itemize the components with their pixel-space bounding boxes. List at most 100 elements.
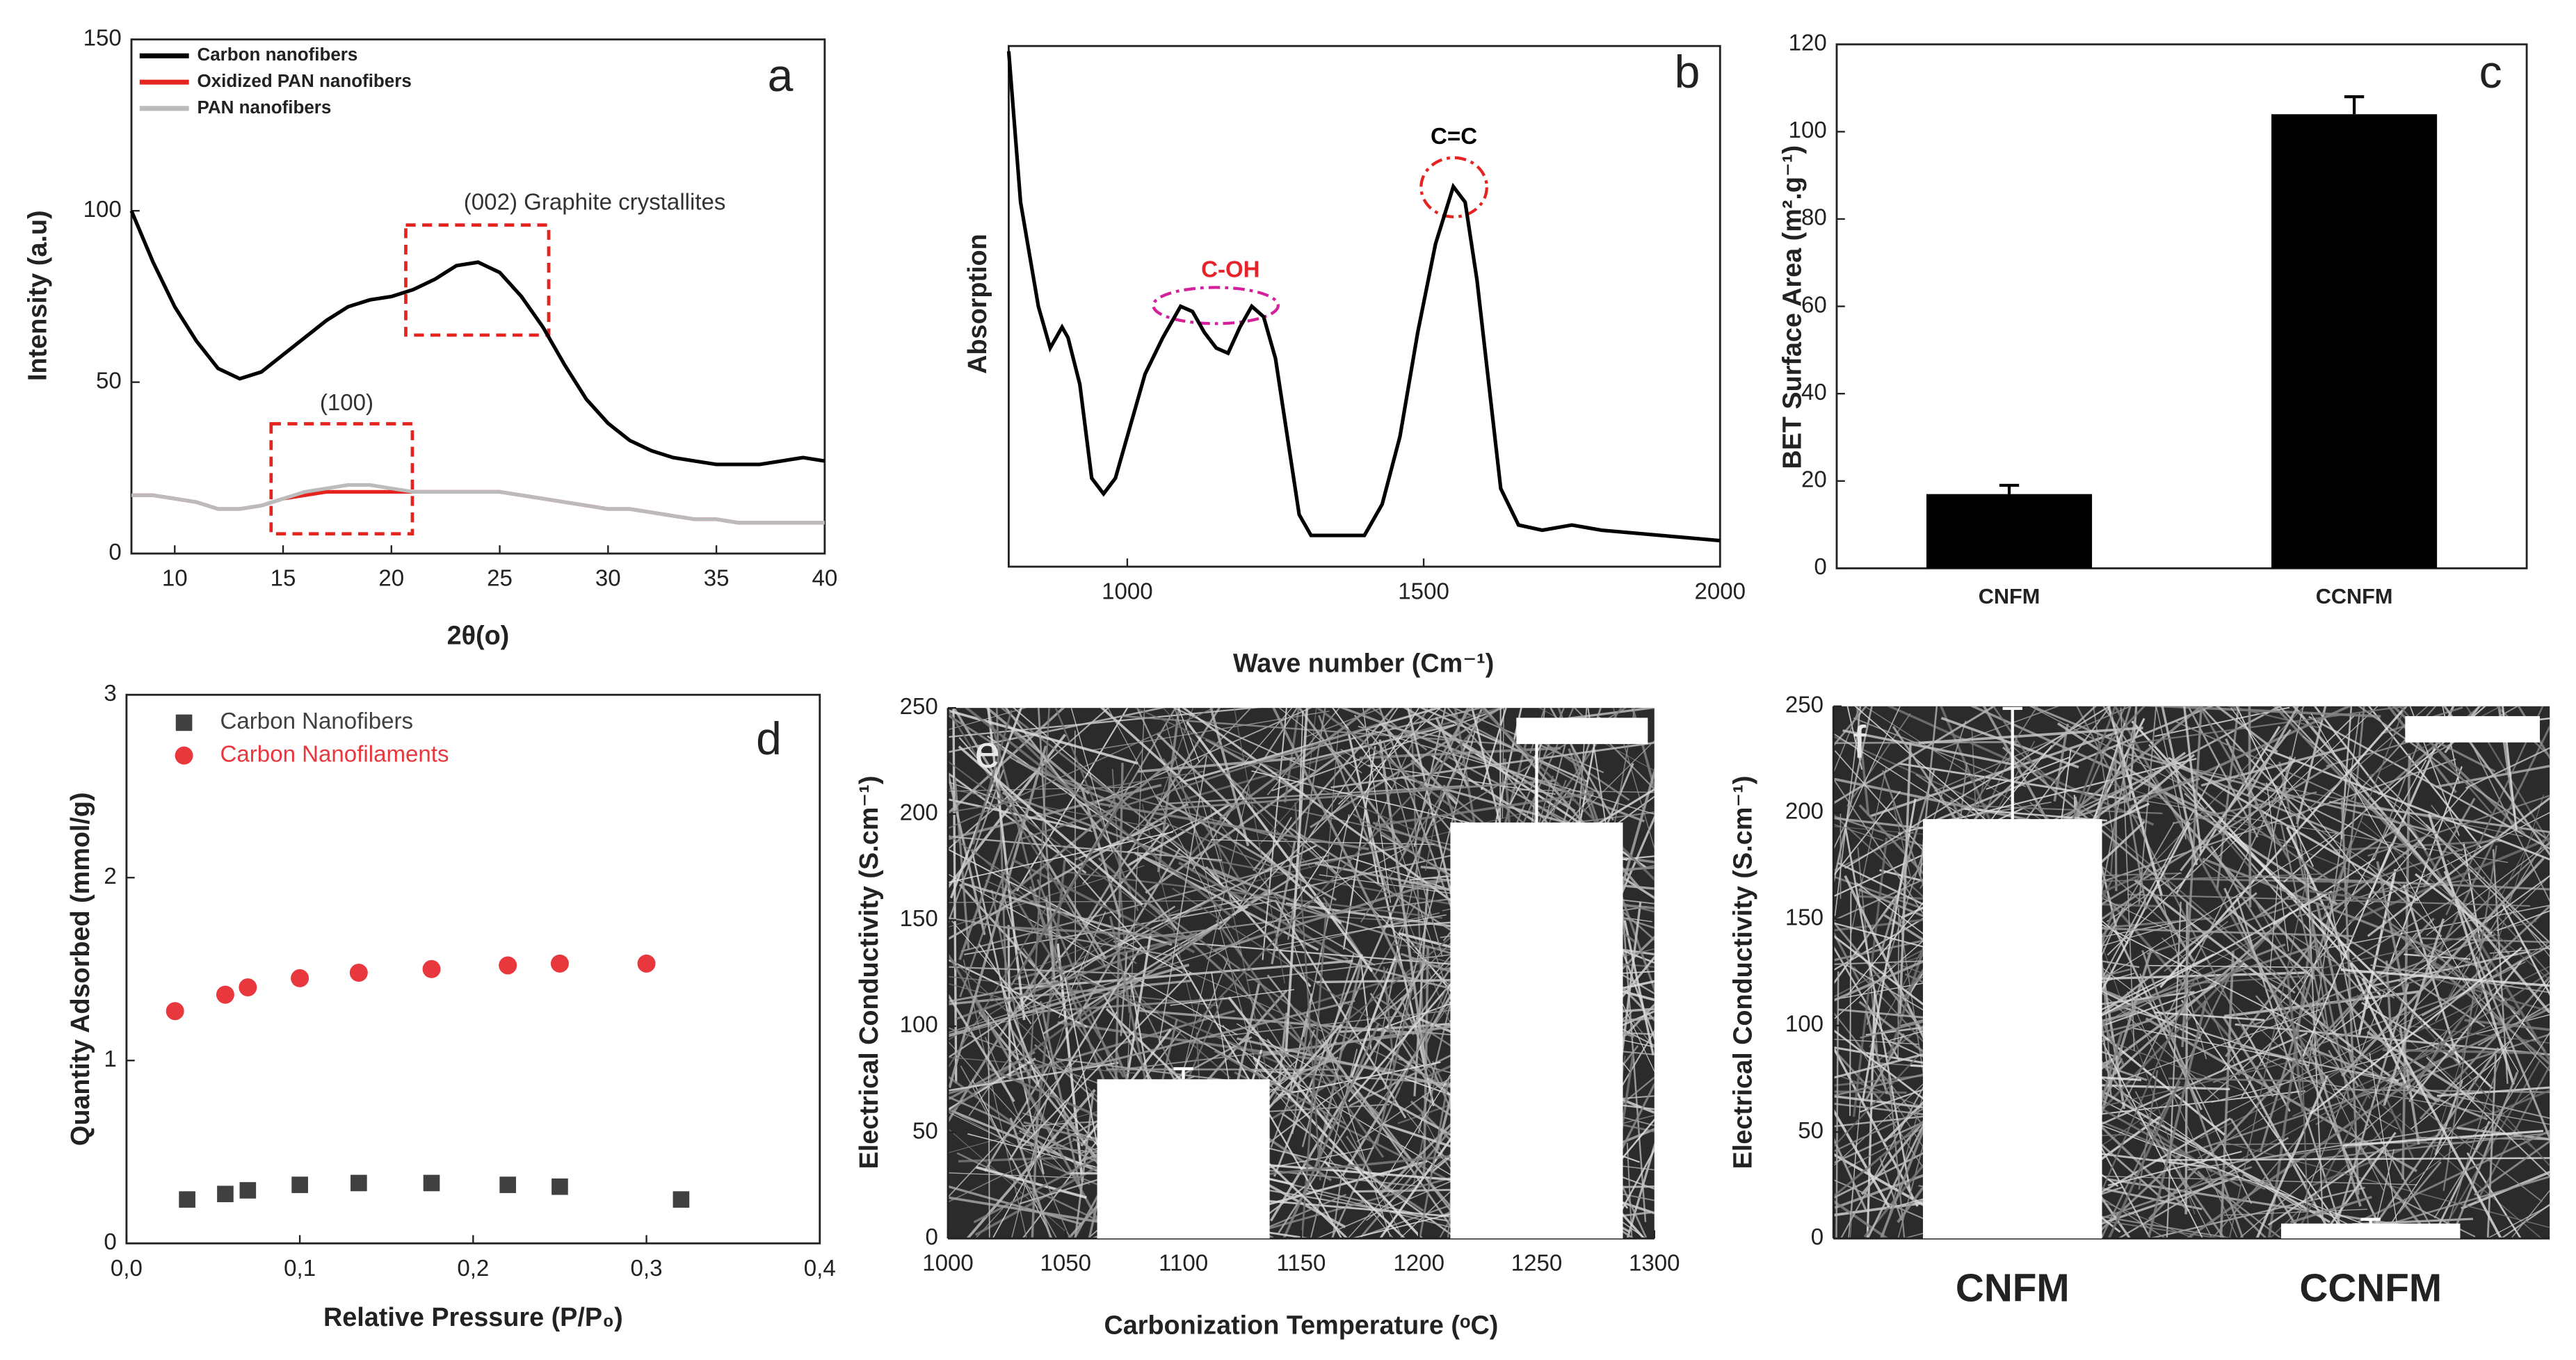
x-tick-label: 40 [812,566,837,592]
sem-fiber [2197,943,2548,1159]
sem-fiber [2159,706,2408,989]
sem-fiber [2130,706,2411,745]
point [552,1178,568,1195]
sem-fiber [1620,767,1655,889]
sem-fiber [2210,845,2359,1087]
sem-fiber [1879,770,1935,955]
sem-fiber [2278,706,2492,935]
sem-fiber [1986,756,2070,790]
sem-fiber [2267,916,2316,1239]
y-axis-label: Electrical Conductivity (S.cm⁻¹) [855,776,884,1169]
sem-fiber [2344,706,2365,907]
sem-fiber [2255,1075,2329,1239]
sem-fiber [1833,944,1901,1062]
sem-fiber [948,1040,1067,1173]
sem-fiber [2154,1011,2265,1021]
sem-fiber [958,745,1143,906]
sem-fiber [1833,740,2018,745]
sem-fiber [1982,706,2072,864]
sem-fiber [1918,727,2143,745]
sem-fiber [1390,820,1454,1009]
sem-fiber [2109,782,2263,830]
y-tick-label: 150 [1785,905,1824,931]
point [216,985,234,1004]
sem-fiber [2222,1016,2275,1097]
sem-fiber [1031,1113,1039,1239]
y-tick-label: 100 [1789,118,1827,143]
sem-fiber [2086,1121,2152,1239]
sem-fiber [2266,756,2292,864]
sem-fiber [948,982,1047,1011]
point [637,954,656,973]
sem-fiber [2419,976,2550,1120]
sem-fiber [2461,1170,2550,1210]
sem-fiber [948,992,1015,1103]
sem-fiber [2501,1204,2550,1239]
sem-fiber [1157,708,1181,873]
sem-fiber [2177,772,2521,1016]
sem-fiber [1992,706,2047,784]
sem-fiber [2114,911,2292,1076]
sem-fiber [1364,807,1380,884]
x-tick-label: 1100 [1159,1251,1208,1277]
sem-fiber [1835,971,1840,1239]
sem-fiber [2308,889,2385,902]
sem-fiber [2387,706,2457,793]
sem-fiber [948,1111,1011,1144]
sem-fiber [2407,1025,2550,1044]
sem-fiber [2107,1151,2242,1186]
sem-fiber [1508,731,1548,806]
panel-label: b [1675,47,1700,98]
y-tick-label: 80 [1801,205,1827,231]
sem-fiber [2029,706,2203,796]
y-tick-label: 3 [104,681,116,706]
sem-fiber [2182,966,2454,985]
sem-fiber [1886,706,2155,826]
sem-fiber [1833,1050,1924,1148]
sem-fiber [1061,999,1355,1074]
y-axis-label: Quantity Adsorbed (mmol/g) [66,792,95,1146]
sem-fiber [990,889,1031,1084]
x-tick-label: CNFM [1979,584,2040,608]
sem-fiber [1391,727,1474,744]
line [1006,51,1721,543]
sem-fiber [2371,967,2550,1167]
sem-fiber [2095,873,2321,882]
sem-fiber [2356,994,2541,1155]
sem-fiber [948,834,1137,964]
sem-fiber [1833,706,1861,772]
sem-fiber [2088,722,2126,835]
sem-fiber [2315,971,2550,1126]
y-tick-label: 20 [1801,467,1827,493]
sem-fiber [1360,754,1468,923]
sem-fiber [1878,1156,1903,1221]
x-tick-label: 1500 [1398,579,1449,605]
sem-fiber [2063,706,2117,843]
y-tick-label: 40 [1801,380,1827,405]
sem-fiber [2219,950,2235,1239]
y-tick-label: 0 [1814,554,1826,580]
y-tick-label: 200 [1785,799,1824,825]
sem-fiber [998,756,1178,905]
panel-label: d [756,713,782,765]
error-bar [2360,1217,2381,1224]
error-bar [1173,1067,1193,1080]
sem-fiber [1850,767,1887,934]
sem-fiber [2198,706,2292,862]
y-tick-label: 250 [1785,693,1824,718]
sem-fiber [948,1051,1036,1101]
sem-fiber [1022,997,1230,1014]
sem-fiber [1849,891,1852,1116]
sem-fiber [2180,999,2340,1227]
sem-fiber [948,1108,1090,1185]
sem-fiber [1218,793,1353,930]
sem-fiber [2351,1217,2474,1226]
sem-fiber [1865,1033,1905,1101]
sem-fiber [2399,706,2493,814]
sem-fiber [948,708,1065,816]
sem-fiber [1421,708,1472,789]
sem-fiber [2320,706,2406,924]
x-tick-label: 1200 [1393,1251,1444,1277]
sem-fiber [1157,733,1234,809]
